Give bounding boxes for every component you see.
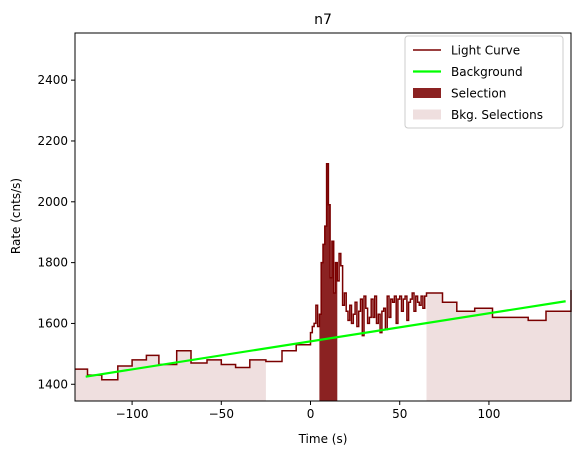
y-tick-label: 1400 <box>37 377 68 391</box>
y-ticks: 1400 1600 1800 2000 2200 2400 <box>37 73 75 391</box>
selection-layer <box>319 163 338 401</box>
legend-label-1: Light Curve <box>451 44 520 58</box>
legend-label-4: Bkg. Selections <box>451 108 543 122</box>
y-tick-label: 1600 <box>37 316 68 330</box>
x-tick-label: 100 <box>477 407 500 421</box>
bkg-selection-region-1 <box>75 350 266 401</box>
legend-swatch-4 <box>413 109 441 120</box>
background-fit-line <box>85 300 566 378</box>
y-tick-label: 2000 <box>37 195 68 209</box>
x-tick-label: −50 <box>209 407 234 421</box>
light-curve-line <box>75 163 572 381</box>
legend-label-2: Background <box>451 65 523 79</box>
legend: Light Curve Background Selection Bkg. Selec… <box>404 35 564 129</box>
y-tick-label: 1800 <box>37 256 68 270</box>
light-curve-layer <box>75 163 572 381</box>
plot-frame <box>74 32 572 402</box>
legend-items: Light Curve Background Selection Bkg. Selec… <box>413 44 543 122</box>
x-axis-label: Time (s) <box>298 432 348 446</box>
x-tick-label: 50 <box>392 407 407 421</box>
x-tick-label: −100 <box>116 407 149 421</box>
bkg-selection-region-2 <box>426 293 571 401</box>
selection-region <box>319 163 338 401</box>
background-fit-layer <box>85 300 566 378</box>
chart-title: n7 <box>314 12 332 28</box>
x-ticks: −100 −50 0 50 100 <box>116 401 500 421</box>
legend-swatch-3 <box>413 88 441 98</box>
y-tick-label: 2400 <box>37 73 68 87</box>
bkg-selections-layer <box>75 293 571 401</box>
y-tick-label: 2200 <box>37 134 68 148</box>
x-tick-label: 0 <box>307 407 315 421</box>
y-axis-label: Rate (cnts/s) <box>9 178 23 254</box>
legend-label-3: Selection <box>451 87 506 101</box>
legend-box <box>404 35 564 129</box>
